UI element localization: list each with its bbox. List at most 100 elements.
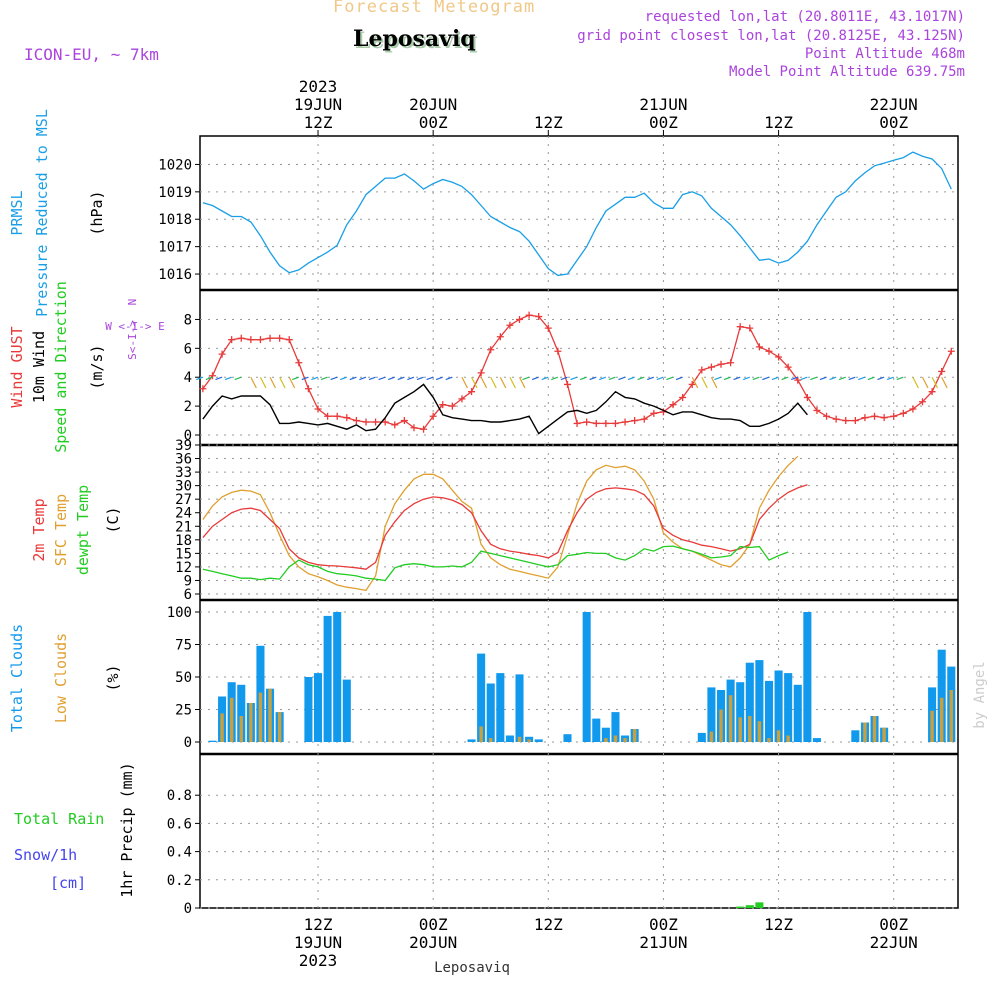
low-cloud-bar	[623, 738, 627, 742]
label-wind-speed-direction: Speed and Direction	[52, 281, 70, 453]
wind-direction-arrow	[742, 376, 750, 381]
low-cloud-bar	[249, 703, 253, 742]
label-pressure-msl: Pressure Reduced to MSL	[33, 109, 51, 317]
y-tick-label: 9	[184, 573, 192, 589]
label-prmsl: PRMSL	[8, 190, 26, 235]
gust-marker	[468, 388, 476, 396]
wind-direction-arrow	[234, 376, 242, 381]
wind-direction-arrow	[838, 376, 846, 381]
pressure-line	[202, 151, 952, 277]
time-label-top: 2023	[299, 77, 338, 96]
y-tick-label: 27	[175, 492, 192, 508]
total-cloud-bar	[496, 673, 505, 742]
gust-marker	[679, 393, 687, 401]
model-label: ICON-EU, ~ 7km	[24, 45, 159, 64]
low-cloud-bar	[949, 690, 954, 742]
y-tick-label: 75	[175, 638, 192, 654]
total-cloud-bar	[304, 677, 313, 742]
gust-marker	[314, 405, 322, 413]
gust-marker	[688, 380, 696, 388]
total-cloud-bar	[793, 684, 802, 742]
wind-direction-arrow	[896, 376, 904, 381]
time-label-top: 00Z	[419, 113, 448, 132]
wind-direction-arrow	[518, 376, 526, 389]
footer-station: Leposaviq	[434, 960, 510, 976]
gust-marker	[429, 412, 437, 420]
low-cloud-bar	[872, 716, 877, 742]
requested-coords: requested lon,lat (20.8011E, 43.1017N)	[644, 9, 965, 25]
wind-direction-arrow	[618, 376, 626, 381]
wind-direction-arrow	[522, 376, 530, 381]
wind-direction-arrow	[752, 376, 760, 381]
gust-marker	[487, 346, 495, 354]
wind-direction-arrow	[819, 376, 827, 381]
total-cloud-bar	[812, 738, 821, 742]
gust-marker	[631, 417, 639, 425]
wind-direction-arrow	[762, 376, 770, 381]
gust-marker	[237, 334, 245, 342]
time-label-bottom: 00Z	[419, 915, 448, 934]
gust-marker	[247, 336, 255, 344]
plot-frame	[199, 135, 959, 909]
low-cloud-bar	[258, 692, 263, 742]
gust-marker	[928, 388, 936, 396]
gust-marker	[918, 398, 926, 406]
wind-direction-arrow	[407, 376, 415, 381]
total-cloud-bar	[745, 662, 754, 742]
low-cloud-bar	[719, 709, 723, 742]
gust-marker	[333, 412, 341, 420]
wind-direction-arrow	[886, 376, 894, 381]
low-cloud-bar	[527, 739, 531, 742]
wind-direction-arrow	[205, 376, 213, 381]
label-celsius: (C)	[104, 506, 122, 533]
gust-marker	[947, 347, 955, 355]
low-cloud-bar	[229, 697, 234, 742]
gust-marker	[324, 412, 332, 420]
grid-coords: grid point closest lon,lat (20.8125E, 43…	[577, 28, 965, 44]
total-cloud-bar	[803, 612, 812, 742]
wind-direction-arrow	[269, 376, 277, 389]
time-label-top: 19JUN	[294, 95, 342, 114]
wind-direction-arrow	[330, 376, 338, 381]
wind-direction-arrow	[701, 376, 708, 389]
rain-bar	[755, 902, 764, 908]
y-tick-label: 21	[175, 519, 192, 535]
time-label-bottom: 22JUN	[870, 933, 918, 952]
y-tick-label: 0	[184, 735, 192, 751]
total-cloud-bar	[611, 712, 620, 742]
wind-direction-arrow	[224, 376, 232, 381]
gust-marker	[775, 353, 783, 361]
y-tick-label: 36	[175, 452, 192, 468]
gust-marker	[448, 402, 456, 410]
total-cloud-bar	[736, 682, 745, 742]
model-altitude: Model Point Altitude 639.75m	[728, 64, 965, 80]
gust-marker	[285, 336, 293, 344]
total-cloud-bar	[534, 739, 543, 742]
wind-direction-arrow	[675, 376, 683, 381]
gust-marker	[583, 418, 591, 426]
low-cloud-bar	[709, 731, 714, 742]
gust-marker	[640, 415, 648, 423]
wind-direction-arrow	[215, 376, 223, 381]
y-tick-label: 0.4	[167, 845, 192, 861]
wind-direction-arrow	[509, 376, 516, 389]
time-label-top: 12Z	[764, 113, 793, 132]
wind-direction-arrow	[656, 376, 664, 381]
label-sfc-temp: SFC Temp	[52, 494, 70, 566]
gust-marker	[669, 401, 677, 409]
total-cloud-bar	[764, 680, 774, 742]
y-tick-label: 1017	[158, 240, 192, 256]
gust-marker	[746, 324, 754, 332]
low-cloud-bar	[517, 736, 522, 742]
wind-direction-arrow	[723, 376, 731, 381]
rain-bar	[745, 905, 754, 908]
wind-direction-arrow	[666, 376, 674, 381]
gust-marker	[372, 418, 380, 426]
label-snow: Snow/1h	[14, 846, 77, 864]
gust-marker	[602, 419, 610, 427]
wind-direction-arrow	[311, 376, 319, 381]
total-cloud-bar	[937, 649, 946, 742]
wind-direction-arrow	[397, 376, 405, 381]
y-tick-label: 4	[184, 370, 192, 386]
